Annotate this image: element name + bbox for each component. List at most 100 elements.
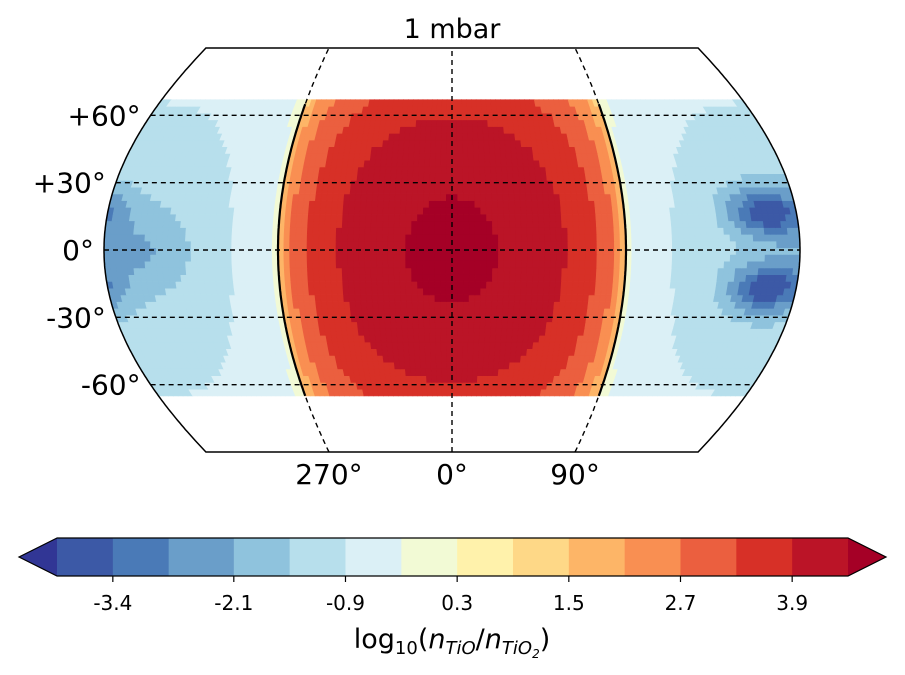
heatmap-cell <box>602 254 609 262</box>
heatmap-cell <box>480 294 487 302</box>
heatmap-cell <box>451 341 458 350</box>
heatmap-cell <box>723 227 731 235</box>
heatmap-cell <box>441 388 448 397</box>
heatmap-cell <box>446 180 453 188</box>
heatmap-cell <box>435 166 442 174</box>
heatmap-cell <box>451 153 458 161</box>
heatmap-cell <box>486 112 493 121</box>
heatmap-cell <box>535 314 543 323</box>
heatmap-cell <box>456 139 463 148</box>
heatmap-cell <box>740 227 748 235</box>
heatmap-cell <box>115 260 123 269</box>
heatmap-cell <box>563 308 572 316</box>
heatmap-cell <box>370 240 377 249</box>
heatmap-cell <box>676 274 684 282</box>
heatmap-cell <box>314 294 322 302</box>
heatmap-cell <box>291 294 299 302</box>
heatmap-cell <box>248 233 256 242</box>
heatmap-cell <box>376 274 384 282</box>
heatmap-cell <box>404 368 412 376</box>
heatmap-cell <box>326 294 333 302</box>
heatmap-cell <box>401 166 409 174</box>
heatmap-cell <box>542 294 550 302</box>
heatmap-cell <box>499 146 507 154</box>
heatmap-cell <box>417 193 424 201</box>
heatmap-cell <box>477 132 484 141</box>
heatmap-cell <box>301 220 309 228</box>
heatmap-cell <box>548 207 556 215</box>
heatmap-cell <box>231 260 239 269</box>
heatmap-cell <box>430 348 437 356</box>
heatmap-cell <box>554 200 562 208</box>
heatmap-cell <box>266 227 274 235</box>
heatmap-cell <box>435 328 442 336</box>
heatmap-cell <box>590 240 598 249</box>
heatmap-cell <box>758 233 766 242</box>
heatmap-cell <box>775 233 783 242</box>
heatmap-cell <box>451 166 458 174</box>
heatmap-cell <box>451 314 458 323</box>
heatmap-cell <box>382 281 390 289</box>
heatmap-cell <box>359 267 366 275</box>
heatmap-cell <box>567 233 575 242</box>
heatmap-cell <box>162 227 170 235</box>
heatmap-cell <box>480 227 488 235</box>
heatmap-cell <box>745 220 753 228</box>
heatmap-cell <box>260 247 267 255</box>
heatmap-cell <box>431 112 438 121</box>
heatmap-cell <box>664 220 672 228</box>
heatmap-cell <box>462 186 470 195</box>
heatmap-cell <box>351 321 359 329</box>
heatmap-cell <box>584 233 592 242</box>
heatmap-cell <box>729 254 737 262</box>
heatmap-cell <box>383 186 391 195</box>
heatmap-cell <box>284 220 291 228</box>
heatmap-cell <box>440 321 447 329</box>
heatmap-cell <box>481 382 488 390</box>
heatmap-cell <box>139 227 147 235</box>
heatmap-cell <box>492 220 499 228</box>
heatmap-cell <box>529 321 536 329</box>
heatmap-cell <box>336 287 344 296</box>
heatmap-cell <box>474 254 482 262</box>
heatmap-cell <box>359 281 367 289</box>
heatmap-cell <box>383 301 391 309</box>
heatmap-cell <box>521 233 528 242</box>
heatmap-cell <box>342 213 349 222</box>
heatmap-cell <box>558 308 566 316</box>
heatmap-cell <box>677 254 685 262</box>
heatmap-cell <box>302 207 310 215</box>
heatmap-cell <box>493 139 501 148</box>
heatmap-cell <box>399 267 407 275</box>
heatmap-cell <box>770 254 778 262</box>
heatmap-cell <box>371 193 379 201</box>
heatmap-cell <box>480 260 488 269</box>
heatmap-cell <box>572 267 580 275</box>
heatmap-cell <box>429 166 436 174</box>
heatmap-cell <box>474 274 482 282</box>
heatmap-cell <box>527 247 534 255</box>
heatmap-cell <box>382 254 389 262</box>
heatmap-cell <box>371 200 379 208</box>
heatmap-cell <box>471 382 478 390</box>
heatmap-cell <box>510 146 518 154</box>
heatmap-cell <box>325 287 333 296</box>
heatmap-cell <box>398 132 406 141</box>
heatmap-cell <box>478 159 486 168</box>
heatmap-cell <box>353 274 361 282</box>
heatmap-cell <box>480 207 487 215</box>
heatmap-cell <box>423 180 430 188</box>
heatmap-cell <box>400 200 407 208</box>
heatmap-cell <box>543 213 551 222</box>
heatmap-cell <box>415 119 422 127</box>
heatmap-cell <box>599 200 607 208</box>
heatmap-cell <box>446 153 453 161</box>
heatmap-cell <box>648 254 656 262</box>
heatmap-cell <box>417 281 424 289</box>
heatmap-cell <box>436 368 443 376</box>
heatmap-cell <box>457 220 464 228</box>
heatmap-cell <box>361 180 369 188</box>
heatmap-cell <box>382 260 389 269</box>
heatmap-cell <box>457 301 464 309</box>
heatmap-cell <box>607 220 615 228</box>
